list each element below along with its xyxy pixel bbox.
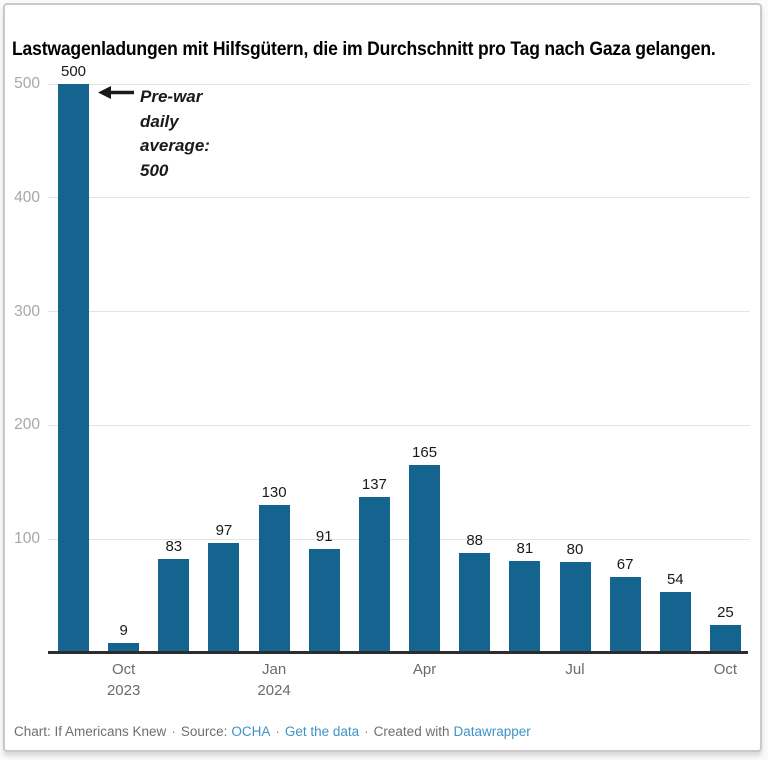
bar[interactable] — [108, 642, 140, 653]
x-axis-tick-label: Oct — [713, 661, 738, 678]
x-axis-tick-label: Jul — [565, 661, 585, 678]
y-gridline — [48, 424, 750, 426]
y-axis-tick-label: 200 — [14, 416, 40, 434]
bar-value-label: 9 — [119, 621, 128, 639]
bar-value-label: 500 — [60, 63, 87, 81]
footer-credits: Chart: If Americans Knew · Source: OCHA · Get… — [14, 724, 531, 739]
y-gridline — [48, 538, 750, 540]
bar-value-label: 67 — [616, 555, 634, 573]
bar[interactable] — [308, 549, 340, 653]
bar[interactable] — [258, 505, 290, 653]
x-axis-tick-label: Oct 2023 — [106, 661, 141, 699]
bar[interactable] — [208, 542, 240, 653]
bar[interactable] — [559, 561, 591, 653]
bar[interactable] — [709, 624, 741, 653]
left-arrow-icon — [98, 86, 134, 99]
bar-value-label: 80 — [566, 540, 584, 558]
bar-value-label: 165 — [412, 444, 438, 462]
bar-value-label: 91 — [315, 528, 333, 546]
bar-value-label: 83 — [165, 537, 183, 555]
x-axis-tick-label: Apr — [412, 661, 437, 678]
separator-dot: · — [171, 724, 176, 739]
source-label: Source: — [180, 724, 228, 739]
bar-value-label: 130 — [261, 484, 287, 502]
bar[interactable] — [609, 576, 641, 653]
y-axis-tick-label: 500 — [14, 75, 40, 93]
created-with-label: Created with — [373, 724, 450, 739]
bar-value-label: 25 — [717, 603, 734, 621]
y-gridline — [48, 83, 750, 85]
bar-value-label: 88 — [466, 531, 484, 549]
separator-dot: · — [364, 724, 369, 739]
datawrapper-link[interactable]: Datawrapper — [453, 724, 531, 739]
bar[interactable] — [509, 560, 541, 653]
y-axis-tick-label: 300 — [14, 302, 40, 320]
source-link-ocha[interactable]: OCHA — [231, 724, 271, 739]
bar[interactable] — [459, 552, 491, 653]
bar[interactable] — [659, 591, 691, 653]
x-axis-tick-label: Jan 2024 — [257, 661, 291, 699]
bar[interactable] — [58, 84, 89, 653]
bar-value-label: 81 — [516, 539, 534, 557]
y-gridline — [48, 311, 750, 313]
y-gridline — [48, 197, 750, 199]
bar[interactable] — [158, 558, 190, 653]
chart-credit: Chart: If Americans Knew — [14, 724, 167, 739]
bar-value-label: 54 — [666, 570, 684, 588]
bar-value-label: 97 — [215, 521, 233, 539]
separator-dot: · — [275, 724, 280, 739]
y-axis-tick-label: 400 — [14, 188, 40, 206]
x-axis-baseline — [48, 651, 748, 654]
pre-war-annotation: Pre-war daily average: 500 — [140, 87, 210, 180]
get-the-data-link[interactable]: Get the data — [284, 724, 360, 739]
bar[interactable] — [409, 465, 441, 653]
bar[interactable] — [358, 497, 390, 653]
chart-title: Lastwagenladungen mit Hilfsgütern, die i… — [12, 38, 716, 61]
y-axis-tick-label: 100 — [14, 530, 40, 548]
bar-value-label: 137 — [361, 476, 387, 494]
